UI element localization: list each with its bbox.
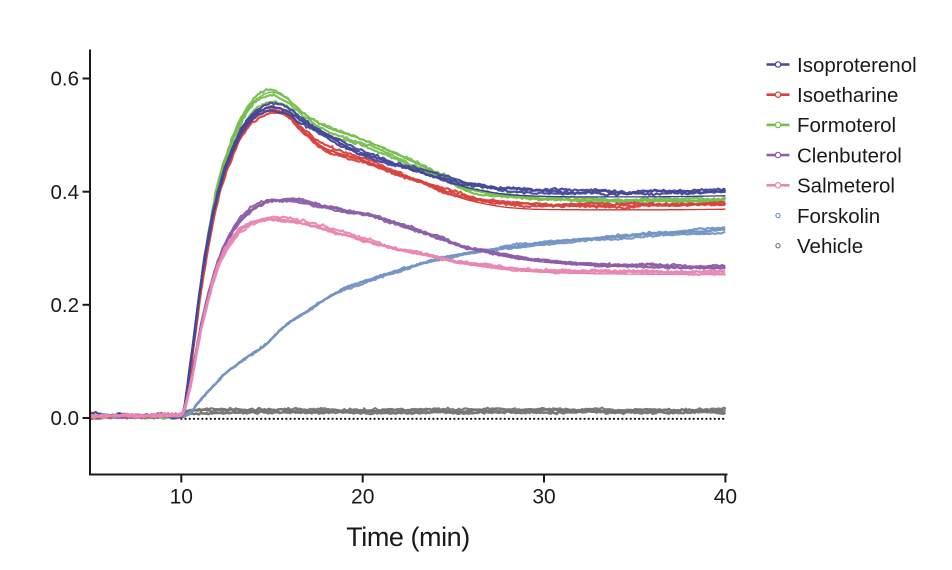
svg-text:Vehicle: Vehicle bbox=[797, 235, 863, 258]
svg-text:Clenbuterol: Clenbuterol bbox=[797, 144, 902, 167]
svg-text:0.0: 0.0 bbox=[51, 407, 80, 430]
svg-text:Salmeterol: Salmeterol bbox=[797, 175, 895, 198]
svg-text:Formoterol: Formoterol bbox=[797, 114, 896, 137]
svg-text:30: 30 bbox=[532, 486, 555, 509]
svg-text:Forskolin: Forskolin bbox=[797, 205, 880, 228]
svg-text:0.6: 0.6 bbox=[51, 68, 80, 91]
svg-text:10: 10 bbox=[170, 486, 193, 509]
svg-text:0.2: 0.2 bbox=[51, 294, 80, 317]
svg-text:Time (min): Time (min) bbox=[346, 522, 470, 552]
svg-text:0.4: 0.4 bbox=[51, 181, 80, 204]
svg-text:Isoproterenol: Isoproterenol bbox=[797, 54, 917, 77]
svg-text:20: 20 bbox=[351, 486, 374, 509]
svg-text:40: 40 bbox=[714, 486, 737, 509]
svg-text:Isoetharine: Isoetharine bbox=[797, 84, 898, 107]
